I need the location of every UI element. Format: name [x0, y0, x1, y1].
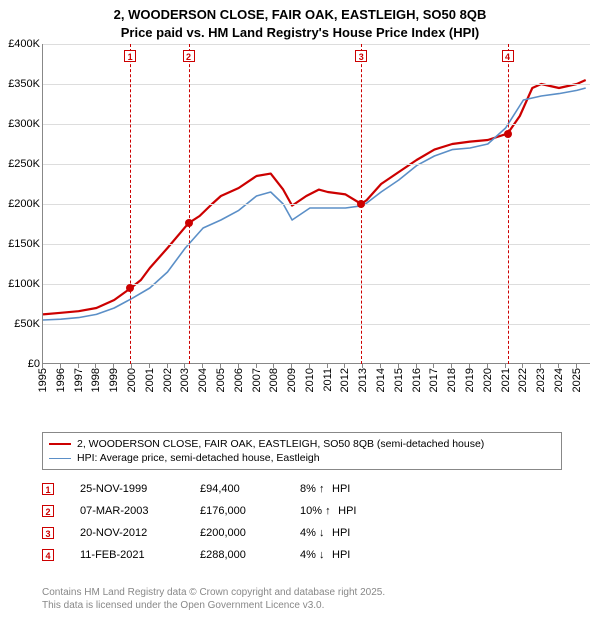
sale-number-box: 3 — [42, 527, 54, 539]
sale-marker-point — [504, 130, 512, 138]
x-axis-label: 2000 — [126, 368, 138, 392]
chart-container: 2, WOODERSON CLOSE, FAIR OAK, EASTLEIGH,… — [0, 0, 600, 620]
sale-marker-number: 4 — [502, 50, 514, 62]
y-axis-label: £100K — [0, 278, 40, 290]
sale-hpi-delta: 10% ↑ HPI — [300, 505, 420, 517]
x-axis-label: 1995 — [37, 368, 49, 392]
x-axis-label: 2009 — [286, 368, 298, 392]
x-axis-label: 2023 — [535, 368, 547, 392]
x-axis-label: 2020 — [482, 368, 494, 392]
y-axis-label: £50K — [0, 318, 40, 330]
x-axis-label: 2022 — [517, 368, 529, 392]
sale-date: 25-NOV-1999 — [80, 483, 200, 495]
sale-number-box: 2 — [42, 505, 54, 517]
sale-row: 2 07-MAR-2003£176,00010% ↑ HPI — [42, 500, 420, 522]
x-axis-label: 2013 — [357, 368, 369, 392]
y-axis-label: £150K — [0, 238, 40, 250]
y-axis-label: £250K — [0, 158, 40, 170]
x-axis-label: 2025 — [571, 368, 583, 392]
x-axis-label: 2007 — [251, 368, 263, 392]
sale-price: £94,400 — [200, 483, 300, 495]
legend-box: 2, WOODERSON CLOSE, FAIR OAK, EASTLEIGH,… — [42, 432, 562, 470]
x-axis-label: 2012 — [339, 368, 351, 392]
arrow-down-icon: ↓ — [319, 549, 329, 561]
legend-item: HPI: Average price, semi-detached house,… — [49, 451, 555, 465]
x-axis-label: 2021 — [500, 368, 512, 392]
y-axis-label: £200K — [0, 198, 40, 210]
sale-date: 11-FEB-2021 — [80, 549, 200, 561]
chart-area: 1 2 3 4 £0 £50K £100K £150K £200K £250K £300K £350… — [0, 44, 600, 394]
sale-date: 07-MAR-2003 — [80, 505, 200, 517]
sale-row: 1 25-NOV-1999£94,4008% ↑ HPI — [42, 478, 420, 500]
sale-price: £176,000 — [200, 505, 300, 517]
x-axis-label: 2010 — [304, 368, 316, 392]
x-axis-label: 2006 — [233, 368, 245, 392]
x-axis-label: 2004 — [197, 368, 209, 392]
series-line — [43, 80, 586, 314]
sale-price: £288,000 — [200, 549, 300, 561]
arrow-down-icon: ↓ — [319, 527, 329, 539]
x-axis-label: 2014 — [375, 368, 387, 392]
x-axis-label: 2019 — [464, 368, 476, 392]
sale-hpi-delta: 4% ↓ HPI — [300, 527, 420, 539]
sale-marker-point — [357, 200, 365, 208]
sale-marker-line — [508, 44, 509, 364]
x-axis-label: 1996 — [55, 368, 67, 392]
y-axis-label: £400K — [0, 38, 40, 50]
sale-marker-point — [185, 219, 193, 227]
footer-line-1: Contains HM Land Registry data © Crown c… — [42, 586, 385, 599]
x-axis-label: 2011 — [322, 368, 334, 392]
x-axis-label: 1997 — [73, 368, 85, 392]
legend-label: 2, WOODERSON CLOSE, FAIR OAK, EASTLEIGH,… — [77, 438, 484, 450]
y-axis-label: £350K — [0, 78, 40, 90]
legend-swatch — [49, 458, 71, 459]
title-block: 2, WOODERSON CLOSE, FAIR OAK, EASTLEIGH,… — [0, 0, 600, 41]
x-axis-label: 2015 — [393, 368, 405, 392]
x-axis-label: 2001 — [144, 368, 156, 392]
sale-marker-line — [130, 44, 131, 364]
sale-number-box: 4 — [42, 549, 54, 561]
arrow-up-icon: ↑ — [325, 505, 335, 517]
sale-hpi-delta: 8% ↑ HPI — [300, 483, 420, 495]
sale-marker-number: 3 — [355, 50, 367, 62]
x-axis-label: 2002 — [162, 368, 174, 392]
footer-attribution: Contains HM Land Registry data © Crown c… — [42, 586, 385, 612]
x-axis-label: 2008 — [268, 368, 280, 392]
arrow-up-icon: ↑ — [319, 483, 329, 495]
x-axis-label: 2005 — [215, 368, 227, 392]
y-axis-label: £0 — [0, 358, 40, 370]
x-axis-label: 2018 — [446, 368, 458, 392]
x-axis-label: 1998 — [90, 368, 102, 392]
sale-price: £200,000 — [200, 527, 300, 539]
sale-row: 4 11-FEB-2021£288,0004% ↓ HPI — [42, 544, 420, 566]
y-axis-label: £300K — [0, 118, 40, 130]
sale-marker-point — [126, 284, 134, 292]
sale-row: 3 20-NOV-2012£200,0004% ↓ HPI — [42, 522, 420, 544]
title-line-2: Price paid vs. HM Land Registry's House … — [0, 24, 600, 42]
sale-marker-line — [189, 44, 190, 364]
plot-area: 1 2 3 4 — [42, 44, 590, 364]
x-axis-label: 2003 — [179, 368, 191, 392]
legend-label: HPI: Average price, semi-detached house,… — [77, 452, 320, 464]
title-line-1: 2, WOODERSON CLOSE, FAIR OAK, EASTLEIGH,… — [0, 6, 600, 24]
sale-marker-number: 2 — [183, 50, 195, 62]
sale-marker-number: 1 — [124, 50, 136, 62]
x-axis-label: 2017 — [428, 368, 440, 392]
x-axis-label: 2024 — [553, 368, 565, 392]
sale-date: 20-NOV-2012 — [80, 527, 200, 539]
sale-number-box: 1 — [42, 483, 54, 495]
legend-swatch — [49, 443, 71, 445]
x-axis-label: 2016 — [411, 368, 423, 392]
x-axis-label: 1999 — [108, 368, 120, 392]
sales-table: 125-NOV-1999£94,4008% ↑ HPI207-MAR-2003£… — [42, 478, 420, 566]
sale-hpi-delta: 4% ↓ HPI — [300, 549, 420, 561]
legend-item: 2, WOODERSON CLOSE, FAIR OAK, EASTLEIGH,… — [49, 437, 555, 451]
footer-line-2: This data is licensed under the Open Gov… — [42, 599, 385, 612]
